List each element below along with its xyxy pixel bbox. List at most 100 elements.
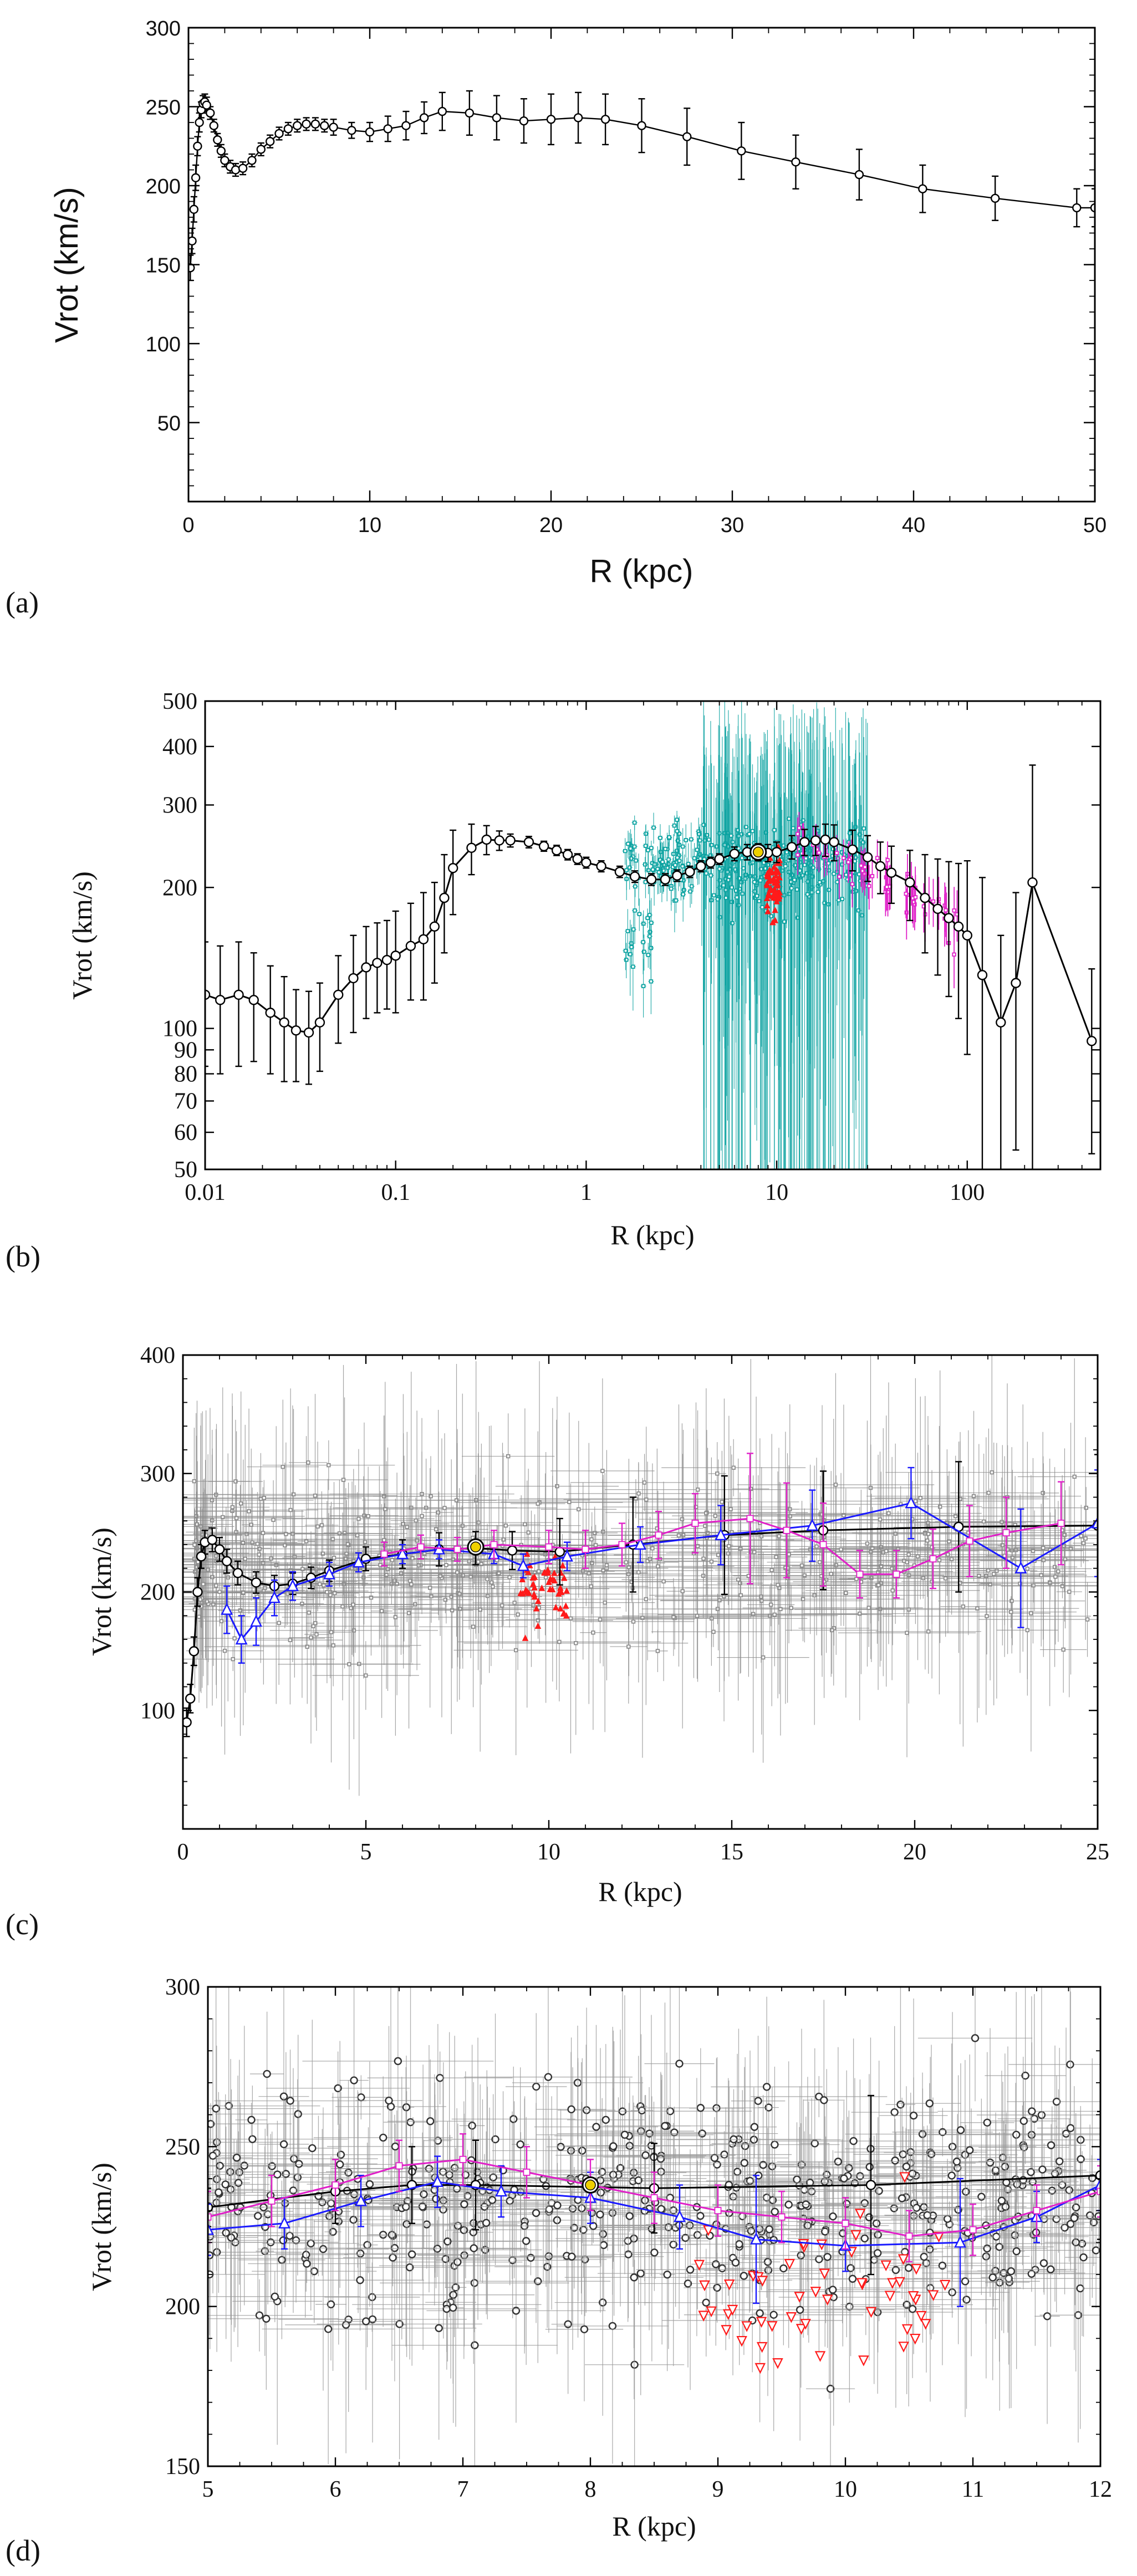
data-point — [365, 127, 375, 137]
series-a-0 — [188, 90, 1095, 282]
tracer-point — [686, 862, 691, 866]
disk-object — [763, 895, 771, 901]
tracer-point — [243, 1556, 247, 1561]
x-tick-label: 100 — [950, 1180, 985, 1205]
data-point — [222, 1556, 232, 1567]
tracer-point — [1056, 1569, 1060, 1574]
tracer-point — [306, 1460, 310, 1465]
tracer-point — [782, 893, 787, 898]
tracer-point — [789, 1606, 793, 1610]
disk-object — [541, 1568, 548, 1576]
tracer-point — [315, 1524, 320, 1529]
tracer-point — [961, 1604, 966, 1609]
tracer-point — [409, 1582, 414, 1587]
data-point — [233, 989, 244, 1000]
tracer-point — [349, 2216, 358, 2224]
x-axis-label: R (kpc) — [590, 553, 694, 589]
data-point — [250, 1614, 262, 1627]
tracer-point — [310, 2267, 318, 2276]
tracer-point — [395, 1582, 399, 1586]
outer-disk-point — [817, 850, 822, 855]
tracer-point — [754, 893, 759, 898]
outer-disk-point — [952, 908, 956, 913]
tracer-point — [331, 1643, 335, 1648]
x-tick-label: 25 — [1086, 1839, 1109, 1865]
tracer-point — [364, 1673, 368, 1678]
disk-object — [549, 1576, 556, 1582]
tracer-point — [971, 1494, 976, 1499]
tracer-point — [205, 1599, 209, 1604]
y-tick-label: 100 — [140, 1698, 175, 1724]
disk-object — [524, 1588, 531, 1595]
x-axis-label: R (kpc) — [610, 1219, 694, 1250]
tracer-point — [672, 823, 677, 828]
tracer-point — [217, 1589, 222, 1594]
tracer-point — [655, 1649, 660, 1653]
tracer-point — [476, 1520, 481, 1525]
panel-label-c: (c) — [6, 1908, 39, 1941]
disk-object — [562, 1602, 569, 1609]
x-tick-label: 0.1 — [381, 1180, 410, 1205]
tracer-point — [842, 1513, 846, 1517]
tracer-point — [1000, 1520, 1004, 1524]
tracer-point — [787, 816, 791, 821]
panel-a: 0 10 20 30 40 50 50 100 150 200 250 300 R (kpc) Vrot … — [6, 17, 1107, 619]
data-point — [637, 121, 646, 130]
disk-object — [769, 918, 776, 926]
tracer-point — [772, 828, 777, 832]
tracer-point — [697, 832, 702, 836]
tracer-point — [357, 2093, 365, 2102]
data-point — [545, 1543, 553, 1551]
tracer-point — [792, 877, 797, 882]
data-point — [235, 1632, 248, 1645]
tracer-point — [591, 1631, 595, 1635]
tracer-point — [314, 1632, 319, 1637]
tracer-point — [644, 1597, 649, 1602]
tracer-point — [1041, 1558, 1046, 1562]
tracer-point — [697, 838, 702, 843]
data-point — [196, 1551, 207, 1562]
series-b-0 — [205, 764, 1097, 1169]
tracer-point — [282, 2170, 290, 2178]
panel-b: 0.01 0.1 1 10 1005060708090100200300400500R … — [6, 689, 1102, 1273]
data-point — [213, 135, 222, 145]
x-tick-label: 20 — [539, 514, 563, 537]
tracer-point — [759, 1598, 764, 1603]
tracer-point — [479, 1562, 484, 1566]
tracer-point — [738, 1581, 742, 1586]
tracer-point — [805, 892, 810, 897]
tracer-point — [332, 1556, 336, 1560]
tracer-point — [878, 1517, 883, 1522]
tracer-point — [804, 856, 808, 861]
tracer-point — [1066, 2060, 1074, 2069]
tracer-point — [581, 1568, 585, 1573]
data-point — [361, 962, 371, 973]
tracer-point — [1053, 1575, 1058, 1579]
tracer-point — [413, 1602, 417, 1607]
data-point — [685, 866, 695, 877]
panel-label-b: (b) — [6, 1240, 40, 1273]
tracer-point — [896, 2100, 905, 2109]
outer-disk-point — [837, 875, 842, 879]
tracer-point — [577, 1507, 581, 1511]
tracer-point — [832, 871, 836, 876]
tracer-point — [632, 844, 637, 849]
tracer-point — [300, 1602, 304, 1606]
sun-marker-core — [753, 846, 764, 858]
tracer-point — [728, 1507, 733, 1511]
tracer-point — [288, 1638, 293, 1642]
tracer-point — [198, 1524, 203, 1529]
tracer-point — [817, 1560, 822, 1565]
data-point — [419, 113, 429, 122]
disk-object — [558, 1588, 565, 1595]
tracer-point — [395, 2320, 404, 2328]
tracer-point — [646, 868, 651, 872]
tracer-point — [1083, 1536, 1088, 1541]
outer-disk-point — [904, 891, 908, 896]
tracer-point — [650, 1546, 655, 1551]
outer-disk-point — [866, 874, 871, 879]
tracer-point — [231, 1657, 235, 1662]
tracer-point — [658, 836, 662, 840]
tracer-point — [261, 1531, 266, 1535]
